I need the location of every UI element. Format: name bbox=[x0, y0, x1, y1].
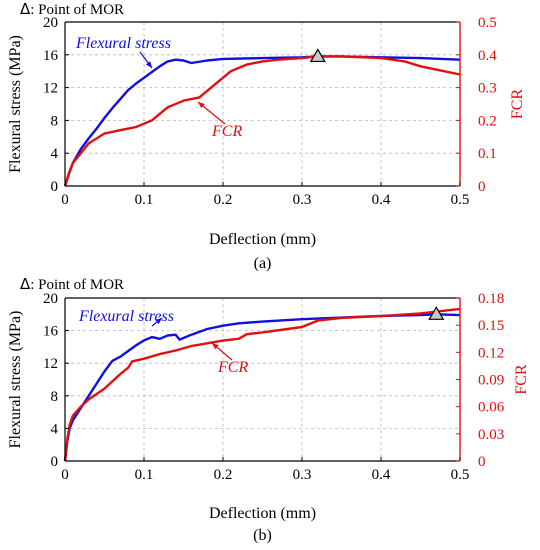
y2-tick-label: 0.15 bbox=[478, 318, 504, 334]
series-label-arrowhead bbox=[155, 318, 162, 325]
y-tick-label: 0 bbox=[51, 179, 59, 195]
y-tick-label: 20 bbox=[43, 291, 58, 307]
y-tick-label: 8 bbox=[51, 389, 59, 405]
y2-tick-label: 0.5 bbox=[478, 15, 497, 31]
y-tick-label: 0 bbox=[51, 454, 59, 470]
y2-tick-label: 0.4 bbox=[478, 48, 497, 64]
y2-tick-label: 0 bbox=[478, 454, 486, 470]
y2-tick-label: 0.2 bbox=[478, 113, 497, 129]
x-tick-label: 0 bbox=[61, 192, 69, 208]
series-label-fcr: FCR bbox=[217, 359, 248, 376]
y-tick-label: 20 bbox=[43, 15, 58, 31]
y2-axis-label: FCR bbox=[509, 89, 526, 120]
y-axis-label: Flexural stress (MPa) bbox=[7, 35, 24, 173]
chart-panel-a: 0 0.1 0.2 0.3 0.4 0.5 0 4 8 12 16 20 0 0.1 0.2 0.3 0.4 0.… bbox=[7, 0, 526, 272]
y2-tick-label: 0.12 bbox=[478, 345, 504, 361]
x-axis-label: Deflection (mm) bbox=[209, 231, 316, 248]
y2-tick-label: 0.09 bbox=[478, 373, 504, 389]
series-line-fcr bbox=[63, 307, 461, 462]
mor-point-marker bbox=[309, 48, 326, 63]
series-label-arrowhead bbox=[198, 102, 205, 109]
x-tick-label: 0.2 bbox=[214, 192, 233, 208]
series-label-arrowhead bbox=[212, 343, 219, 350]
series-label-flexural-stress: Flexural stress bbox=[75, 35, 171, 52]
y-tick-label: 8 bbox=[51, 113, 59, 129]
mor-annotation: Δ: Point of MOR bbox=[20, 0, 124, 18]
x-tick-label: 0.3 bbox=[293, 467, 312, 483]
panel-label: (b) bbox=[253, 527, 272, 544]
chart-panel-b: 0 0.1 0.2 0.3 0.4 0.5 0 4 8 12 16 20 0 0.03 0.06 0.09 0.… bbox=[7, 275, 530, 544]
x-tick-label: 0.3 bbox=[293, 192, 312, 208]
y2-tick-label: 0.03 bbox=[478, 427, 504, 443]
x-axis-label: Deflection (mm) bbox=[209, 505, 316, 522]
y-axis-label: Flexural stress (MPa) bbox=[7, 311, 24, 449]
y-tick-label: 12 bbox=[43, 356, 58, 372]
y2-tick-label: 0.06 bbox=[478, 400, 505, 416]
series-label-flexural-stress: Flexural stress bbox=[78, 308, 174, 325]
y-tick-label: 16 bbox=[43, 48, 59, 64]
mor-point-marker bbox=[428, 306, 445, 320]
x-tick-label: 0.1 bbox=[135, 192, 154, 208]
mor-annotation-text: : Point of MOR bbox=[30, 277, 124, 293]
series-line-flexural-stress bbox=[63, 55, 461, 187]
x-tick-label: 0.2 bbox=[214, 467, 233, 483]
x-tick-label: 0.1 bbox=[135, 467, 154, 483]
y-tick-label: 4 bbox=[51, 421, 59, 437]
panel-label: (a) bbox=[254, 255, 272, 272]
y2-tick-label: 0.3 bbox=[478, 81, 497, 97]
series-line-flexural-stress bbox=[63, 313, 461, 462]
x-tick-label: 0.5 bbox=[451, 192, 470, 208]
y2-axis-label: FCR bbox=[513, 364, 530, 395]
mor-annotation-symbol: Δ bbox=[20, 0, 31, 18]
x-tick-label: 0.5 bbox=[451, 467, 470, 483]
mor-annotation-symbol: Δ bbox=[20, 275, 31, 293]
series-label-arrowhead bbox=[145, 61, 152, 68]
series-line-fcr bbox=[63, 55, 461, 187]
x-tick-label: 0 bbox=[61, 467, 69, 483]
y2-tick-label: 0.18 bbox=[478, 291, 504, 307]
x-tick-label: 0.4 bbox=[372, 192, 391, 208]
y2-tick-label: 0 bbox=[478, 179, 486, 195]
mor-annotation: Δ: Point of MOR bbox=[20, 275, 124, 293]
y2-tick-label: 0.1 bbox=[478, 146, 497, 162]
mor-annotation-text: : Point of MOR bbox=[30, 2, 124, 18]
series-label-fcr: FCR bbox=[211, 123, 242, 140]
x-tick-label: 0.4 bbox=[372, 467, 391, 483]
y-tick-label: 16 bbox=[43, 324, 59, 340]
y-tick-label: 4 bbox=[51, 146, 59, 162]
y-tick-label: 12 bbox=[43, 81, 58, 97]
